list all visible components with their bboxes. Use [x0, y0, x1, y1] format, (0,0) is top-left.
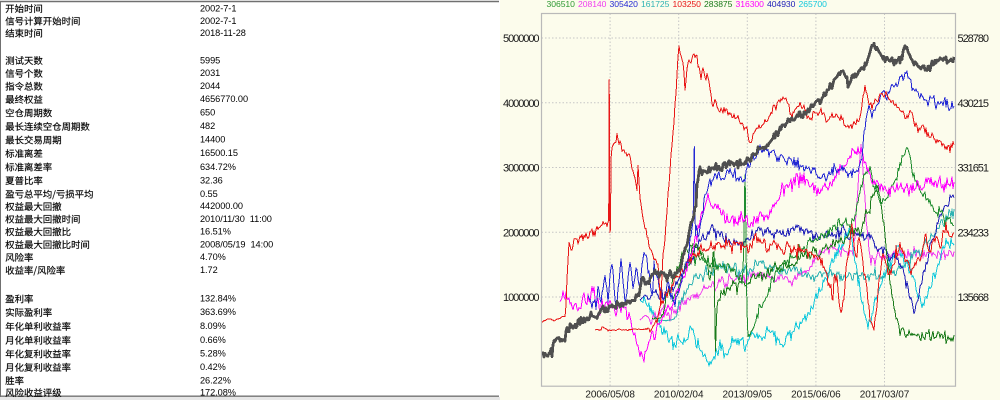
- svg-text:430215: 430215: [958, 98, 989, 110]
- svg-text:331651: 331651: [958, 163, 989, 175]
- svg-text:4656770.00: 4656770.00: [200, 94, 248, 104]
- svg-text:4.70%: 4.70%: [200, 252, 226, 262]
- svg-text:2002-7-1: 2002-7-1: [200, 3, 236, 13]
- svg-text:16.51%: 16.51%: [200, 227, 231, 237]
- svg-text:1.72: 1.72: [200, 265, 218, 275]
- svg-text:0.55: 0.55: [200, 189, 218, 199]
- svg-text:634.72%: 634.72%: [200, 162, 236, 172]
- svg-text:14400: 14400: [200, 135, 225, 145]
- svg-text:2044: 2044: [200, 81, 220, 91]
- svg-text:5.28%: 5.28%: [200, 349, 226, 359]
- svg-text:2018-11-28: 2018-11-28: [200, 28, 246, 38]
- svg-text:4000000: 4000000: [503, 98, 539, 110]
- svg-text:316300: 316300: [736, 0, 765, 9]
- svg-text:2017/03/07: 2017/03/07: [860, 390, 910, 400]
- svg-text:404930: 404930: [767, 0, 796, 9]
- svg-text:2008/05/19 14:00: 2008/05/19 14:00: [200, 239, 273, 249]
- svg-text:2002-7-1: 2002-7-1: [200, 16, 236, 26]
- svg-text:2000000: 2000000: [503, 227, 539, 239]
- svg-text:2010/02/04: 2010/02/04: [654, 390, 704, 400]
- svg-text:306510: 306510: [547, 0, 576, 9]
- svg-text:650: 650: [200, 108, 215, 118]
- svg-text:5995: 5995: [200, 55, 220, 65]
- svg-text:16500.15: 16500.15: [200, 148, 238, 158]
- svg-text:0.42%: 0.42%: [200, 362, 226, 372]
- svg-text:442000.00: 442000.00: [200, 201, 243, 211]
- svg-text:1000000: 1000000: [503, 292, 539, 304]
- svg-text:265700: 265700: [799, 0, 828, 9]
- svg-text:234233: 234233: [958, 227, 989, 239]
- svg-text:305420: 305420: [610, 0, 639, 9]
- svg-text:2006/05/08: 2006/05/08: [585, 390, 635, 400]
- svg-text:3000000: 3000000: [503, 163, 539, 175]
- svg-text:208140: 208140: [578, 0, 607, 9]
- svg-text:5000000: 5000000: [503, 33, 539, 45]
- svg-text:2015/06/06: 2015/06/06: [791, 390, 841, 400]
- svg-text:132.84%: 132.84%: [200, 294, 236, 304]
- svg-text:103250: 103250: [673, 0, 702, 9]
- svg-text:161725: 161725: [641, 0, 670, 9]
- svg-text:172.08%: 172.08%: [200, 387, 236, 397]
- svg-text:135668: 135668: [958, 292, 989, 304]
- svg-text:528780: 528780: [958, 33, 989, 45]
- svg-text:2010/11/30 11:00: 2010/11/30 11:00: [200, 214, 272, 224]
- svg-text:8.09%: 8.09%: [200, 321, 226, 331]
- svg-text:26.22%: 26.22%: [200, 375, 231, 385]
- svg-text:0.66%: 0.66%: [200, 335, 226, 345]
- svg-text:283875: 283875: [704, 0, 733, 9]
- svg-text:32.36: 32.36: [200, 175, 223, 185]
- svg-text:482: 482: [200, 121, 215, 131]
- svg-text:2031: 2031: [200, 68, 220, 78]
- svg-text:2013/09/05: 2013/09/05: [723, 390, 773, 400]
- svg-text:363.69%: 363.69%: [200, 307, 236, 317]
